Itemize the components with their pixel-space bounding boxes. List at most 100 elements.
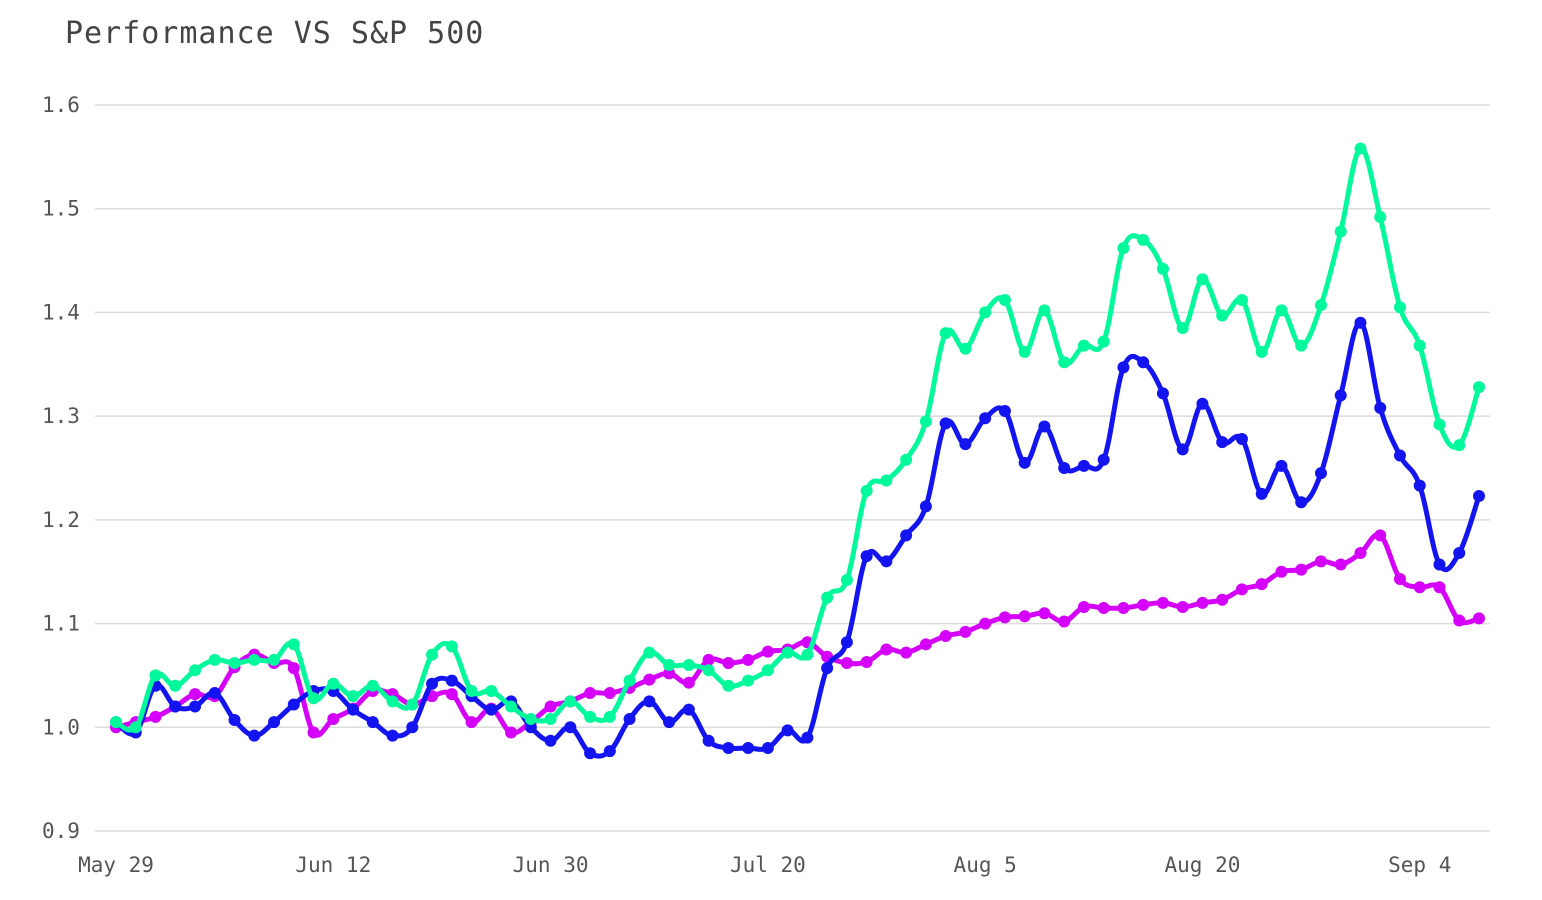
data-point[interactable]: [1038, 607, 1051, 620]
data-point[interactable]: [1275, 459, 1288, 472]
data-point[interactable]: [1433, 558, 1446, 571]
data-point[interactable]: [1117, 361, 1130, 374]
data-point[interactable]: [505, 700, 518, 713]
data-point[interactable]: [623, 674, 636, 687]
data-point[interactable]: [1077, 600, 1090, 613]
data-point[interactable]: [1334, 389, 1347, 402]
data-point[interactable]: [1334, 225, 1347, 238]
data-point[interactable]: [1314, 467, 1327, 480]
data-point[interactable]: [900, 529, 913, 542]
data-point[interactable]: [268, 653, 281, 666]
data-point[interactable]: [189, 700, 202, 713]
data-point[interactable]: [1038, 304, 1051, 317]
data-point[interactable]: [1156, 262, 1169, 275]
data-point[interactable]: [1097, 335, 1110, 348]
data-point[interactable]: [939, 417, 952, 430]
data-point[interactable]: [406, 721, 419, 734]
data-point[interactable]: [584, 710, 597, 723]
data-point[interactable]: [781, 646, 794, 659]
data-point[interactable]: [919, 638, 932, 651]
data-point[interactable]: [722, 656, 735, 669]
data-point[interactable]: [1453, 439, 1466, 452]
data-point[interactable]: [584, 687, 597, 700]
data-point[interactable]: [801, 731, 814, 744]
data-point[interactable]: [1473, 381, 1485, 394]
data-point[interactable]: [366, 679, 379, 692]
data-point[interactable]: [1137, 598, 1150, 611]
data-point[interactable]: [821, 662, 834, 675]
data-point[interactable]: [1176, 600, 1189, 613]
data-point[interactable]: [485, 703, 498, 716]
data-point[interactable]: [426, 648, 439, 661]
data-point[interactable]: [781, 724, 794, 737]
data-point[interactable]: [1196, 596, 1209, 609]
data-point[interactable]: [1255, 578, 1268, 591]
data-point[interactable]: [1453, 614, 1466, 627]
data-point[interactable]: [1255, 345, 1268, 358]
data-point[interactable]: [248, 729, 261, 742]
data-point[interactable]: [1473, 490, 1485, 503]
data-point[interactable]: [1156, 596, 1169, 609]
data-point[interactable]: [663, 667, 676, 680]
data-point[interactable]: [327, 677, 340, 690]
data-point[interactable]: [208, 653, 221, 666]
data-point[interactable]: [900, 646, 913, 659]
data-point[interactable]: [742, 742, 755, 755]
data-point[interactable]: [505, 726, 518, 739]
data-point[interactable]: [682, 676, 695, 689]
data-point[interactable]: [1374, 529, 1387, 542]
data-point[interactable]: [880, 643, 893, 656]
data-point[interactable]: [1235, 293, 1248, 306]
data-point[interactable]: [1295, 496, 1308, 509]
data-point[interactable]: [1058, 615, 1071, 628]
data-point[interactable]: [919, 415, 932, 428]
data-point[interactable]: [1077, 339, 1090, 352]
data-point[interactable]: [1433, 418, 1446, 431]
data-point[interactable]: [603, 687, 616, 700]
data-point[interactable]: [1354, 547, 1367, 560]
data-point[interactable]: [1196, 397, 1209, 410]
data-point[interactable]: [1176, 443, 1189, 456]
data-point[interactable]: [1097, 453, 1110, 466]
data-point[interactable]: [682, 703, 695, 716]
data-point[interactable]: [1216, 593, 1229, 606]
data-point[interactable]: [663, 716, 676, 729]
data-point[interactable]: [228, 714, 241, 727]
data-point[interactable]: [307, 726, 320, 739]
data-point[interactable]: [307, 692, 320, 705]
data-point[interactable]: [1058, 462, 1071, 474]
data-point[interactable]: [1354, 316, 1367, 329]
data-point[interactable]: [465, 716, 478, 729]
data-point[interactable]: [208, 687, 221, 700]
data-point[interactable]: [465, 684, 478, 697]
data-point[interactable]: [1295, 563, 1308, 576]
data-point[interactable]: [1433, 581, 1446, 594]
data-point[interactable]: [248, 653, 261, 666]
data-point[interactable]: [564, 721, 577, 734]
data-point[interactable]: [129, 721, 142, 734]
data-point[interactable]: [426, 677, 439, 690]
data-point[interactable]: [1275, 304, 1288, 317]
data-point[interactable]: [1275, 565, 1288, 578]
data-point[interactable]: [722, 742, 735, 755]
data-point[interactable]: [643, 695, 656, 708]
data-point[interactable]: [1058, 356, 1071, 369]
data-point[interactable]: [702, 664, 715, 677]
data-point[interactable]: [1156, 387, 1169, 400]
data-point[interactable]: [1314, 555, 1327, 568]
data-point[interactable]: [445, 640, 458, 653]
data-point[interactable]: [860, 655, 873, 668]
data-point[interactable]: [347, 690, 360, 703]
data-point[interactable]: [1117, 602, 1130, 615]
data-point[interactable]: [1235, 583, 1248, 596]
data-point[interactable]: [1473, 612, 1485, 625]
data-point[interactable]: [189, 688, 202, 701]
data-point[interactable]: [919, 500, 932, 513]
data-point[interactable]: [149, 710, 162, 723]
data-point[interactable]: [1097, 602, 1110, 615]
data-point[interactable]: [169, 679, 182, 692]
data-point[interactable]: [1137, 356, 1150, 369]
data-point[interactable]: [1453, 547, 1466, 560]
data-point[interactable]: [1235, 432, 1248, 445]
data-point[interactable]: [900, 453, 913, 466]
